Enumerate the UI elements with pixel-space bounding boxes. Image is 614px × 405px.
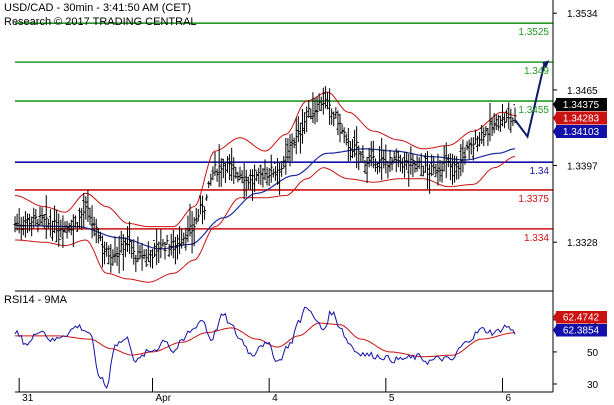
price-tick-label: 1.3397 xyxy=(567,162,598,173)
upper-band-line xyxy=(14,91,516,228)
rsi-tick-label: 30 xyxy=(587,380,599,391)
rsi-tag-box xyxy=(556,324,607,337)
rsi-tag-label: 62.4742 xyxy=(563,313,600,324)
price-tick-label: 1.3465 xyxy=(567,86,598,97)
price-tick-label: 1.3534 xyxy=(567,9,598,20)
rsi-tag-1: 62.3854 xyxy=(553,324,607,337)
price-tick-label: 1.3328 xyxy=(567,238,598,249)
price-tag-pointer xyxy=(553,125,557,138)
level-label-5: 1.334 xyxy=(524,233,549,244)
price-tag-label: 1.34103 xyxy=(563,127,600,138)
forecast-arrowhead xyxy=(542,60,550,69)
rsi-ma-line xyxy=(15,322,516,358)
price-tag-box xyxy=(556,98,607,111)
price-tag-pointer xyxy=(553,111,557,125)
lower-band-line xyxy=(15,156,516,283)
rsi-tag-0: 62.4742 xyxy=(553,311,607,324)
time-tick-label: Apr xyxy=(156,393,172,404)
level-label-2: 1.3455 xyxy=(518,105,549,116)
price-tag-1: 1.34283 xyxy=(553,111,607,125)
level-label-1: 1.349 xyxy=(524,66,549,77)
rsi-title: RSI14 - 9MA xyxy=(4,294,67,306)
price-tag-0: 1.34375 xyxy=(553,98,607,111)
time-tick-label: 6 xyxy=(506,393,512,404)
price-tag-pointer xyxy=(553,98,557,111)
forecast-arrow xyxy=(514,64,546,139)
level-label-4: 1.3375 xyxy=(518,194,549,205)
rsi-tick-label: 50 xyxy=(587,348,599,359)
chart-subtitle: Research © 2017 TRADING CENTRAL xyxy=(4,16,197,28)
time-tick-label: 5 xyxy=(389,393,395,404)
chart-title: USD/CAD - 30min - 3:41:50 AM (CET) xyxy=(4,2,192,14)
rsi-tag-label: 62.3854 xyxy=(563,326,600,337)
time-tick-label: 4 xyxy=(272,393,278,404)
price-tag-2: 1.34103 xyxy=(553,125,607,138)
rsi-tag-pointer xyxy=(553,324,557,337)
price-tag-box xyxy=(556,111,607,125)
level-label-0: 1.3525 xyxy=(518,27,549,38)
rsi-tag-box xyxy=(556,311,607,324)
level-label-3: 1.34 xyxy=(530,166,550,177)
rsi-tag-pointer xyxy=(553,311,557,324)
price-tag-box xyxy=(556,125,607,138)
time-tick-label: 31 xyxy=(22,393,34,404)
price-tag-label: 1.34283 xyxy=(563,114,600,125)
rsi-line xyxy=(14,306,516,389)
price-tag-label: 1.34375 xyxy=(563,100,600,111)
